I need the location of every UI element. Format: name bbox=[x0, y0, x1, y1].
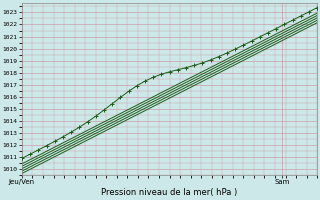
X-axis label: Pression niveau de la mer( hPa ): Pression niveau de la mer( hPa ) bbox=[101, 188, 238, 197]
